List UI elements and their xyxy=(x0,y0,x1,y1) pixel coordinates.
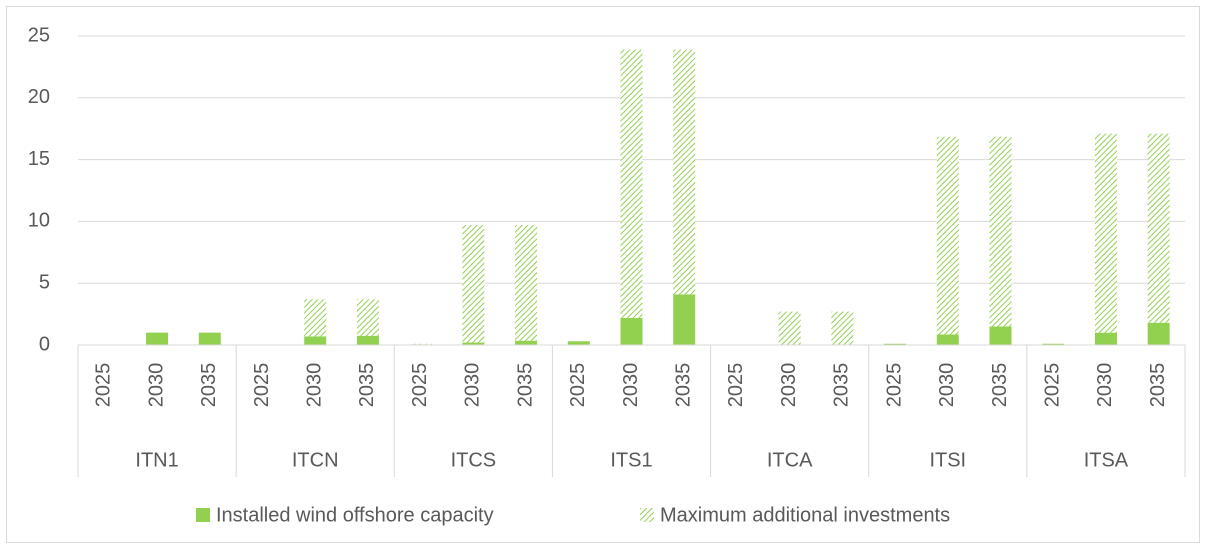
bar-segment xyxy=(1094,332,1117,345)
x-tick-label: 2035 xyxy=(1147,363,1169,408)
x-tick-label: 2030 xyxy=(778,363,800,408)
bar-segment xyxy=(936,334,959,345)
x-tick-label: 2035 xyxy=(514,363,536,408)
bar-segment xyxy=(989,136,1012,327)
x-tick-label: 2030 xyxy=(303,363,325,408)
x-tick-label: 2035 xyxy=(831,363,853,408)
group-label: ITCN xyxy=(292,449,339,471)
group-label: ITN1 xyxy=(135,449,178,471)
bar-segment xyxy=(304,336,327,345)
bar-segment xyxy=(1042,343,1065,345)
x-tick-label: 2030 xyxy=(462,363,484,408)
bar-segment xyxy=(515,225,538,341)
y-tick-label: 5 xyxy=(39,271,50,293)
y-tick-label: 15 xyxy=(28,148,50,170)
bar-segment xyxy=(989,326,1012,345)
y-tick-label: 20 xyxy=(28,86,50,108)
bar-segment xyxy=(884,343,907,345)
x-tick-label: 2025 xyxy=(883,363,905,408)
legend-swatch xyxy=(196,508,210,522)
bar-segment xyxy=(304,299,327,337)
x-tick-label: 2035 xyxy=(989,363,1011,408)
bar-segment xyxy=(515,340,538,345)
x-tick-label: 2035 xyxy=(356,363,378,408)
group-label: ITS1 xyxy=(610,449,652,471)
bar-segment xyxy=(1147,133,1170,323)
bar-segment xyxy=(673,49,696,295)
legend-label: Maximum additional investments xyxy=(660,504,950,526)
y-tick-label: 10 xyxy=(28,210,50,232)
bar-segment xyxy=(673,294,696,345)
bar-segment xyxy=(936,136,959,335)
bar-segment xyxy=(567,341,590,345)
bar-segment xyxy=(778,311,801,345)
bar-segment xyxy=(356,299,379,336)
bar-segment xyxy=(198,332,221,345)
x-tick-label: 2030 xyxy=(145,363,167,408)
y-tick-label: 25 xyxy=(28,24,50,46)
bar-segment xyxy=(409,343,432,345)
bar-segment xyxy=(1147,322,1170,345)
bar-segment xyxy=(462,342,485,345)
bar-segment xyxy=(1094,133,1117,333)
x-tick-label: 2025 xyxy=(409,363,431,408)
group-label: ITSA xyxy=(1084,449,1129,471)
bar-segment xyxy=(831,311,854,345)
x-tick-label: 2030 xyxy=(620,363,642,408)
group-label: ITCA xyxy=(767,449,813,471)
bar-segment xyxy=(356,335,379,345)
legend-swatch xyxy=(640,508,654,522)
group-label: ITSI xyxy=(929,449,966,471)
bar-segment xyxy=(620,317,643,345)
x-tick-label: 2030 xyxy=(936,363,958,408)
bar-segment xyxy=(462,225,485,343)
group-label: ITCS xyxy=(451,449,497,471)
x-tick-label: 2025 xyxy=(251,363,273,408)
x-tick-label: 2025 xyxy=(567,363,589,408)
y-tick-label: 0 xyxy=(39,333,50,355)
chart-frame xyxy=(6,6,1200,543)
x-tick-label: 2025 xyxy=(725,363,747,408)
bar-segment xyxy=(620,49,643,318)
legend-label: Installed wind offshore capacity xyxy=(216,504,494,526)
x-tick-label: 2025 xyxy=(1041,363,1063,408)
x-tick-label: 2025 xyxy=(93,363,115,408)
x-tick-label: 2035 xyxy=(198,363,220,408)
x-tick-label: 2035 xyxy=(672,363,694,408)
bar-segment xyxy=(146,332,169,345)
x-tick-label: 2030 xyxy=(1094,363,1116,408)
